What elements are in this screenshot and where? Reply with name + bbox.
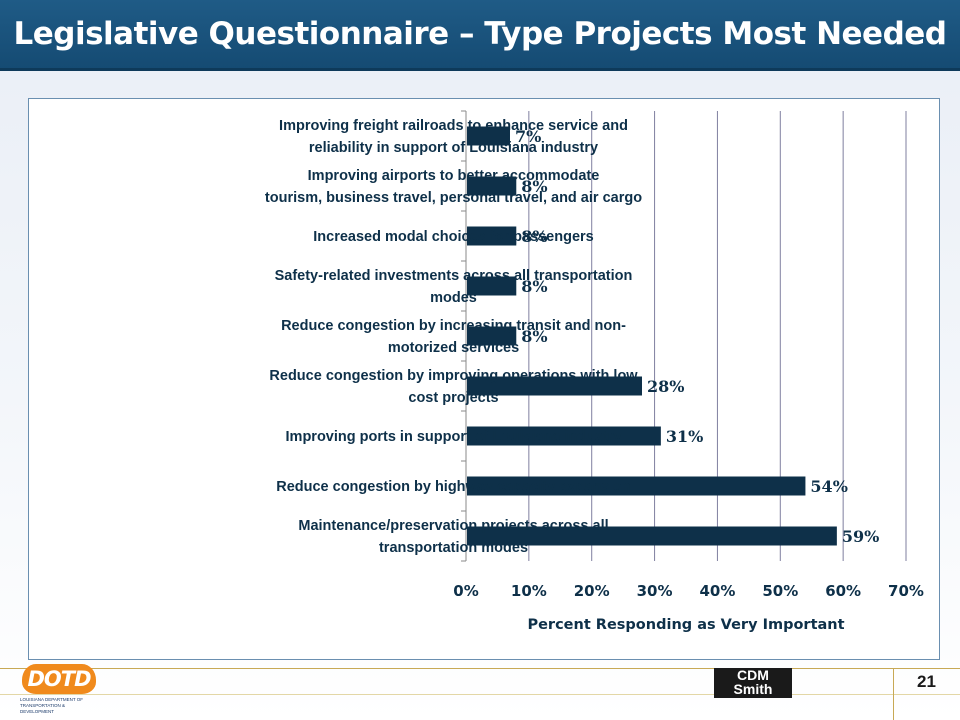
chart-container: 0% 10% 20% 30% 40% 50% 60% 70% 7% Improving freig…	[28, 98, 940, 660]
data-label: 59%	[842, 527, 879, 546]
category-label: Reduce congestion by highway capacity ex…	[276, 479, 631, 495]
dotd-logo-mark	[22, 664, 96, 694]
x-tick-label: 20%	[574, 582, 610, 600]
data-label: 8%	[521, 327, 547, 346]
category-label: Improving freight railroads to enhance s…	[279, 118, 628, 134]
footer-divider	[0, 668, 960, 669]
data-label: 28%	[647, 377, 684, 396]
cdm-logo-line2: Smith	[733, 681, 773, 697]
x-axis-title: Percent Responding as Very Important	[527, 617, 844, 633]
data-label: 31%	[666, 427, 703, 446]
bar	[467, 276, 517, 296]
bar	[467, 176, 517, 196]
category-label: Reduce congestion by improving operation…	[269, 368, 638, 384]
category-label: Maintenance/preservation projects across…	[298, 518, 608, 534]
data-label: 7%	[515, 127, 541, 146]
category-label: transportation modes	[379, 540, 528, 556]
bar-chart: 0% 10% 20% 30% 40% 50% 60% 70% 7%Improving freig…	[265, 110, 924, 633]
dotd-logo-subtext: Louisiana Department of Transportation &…	[20, 697, 84, 714]
category-label: cost projects	[408, 390, 498, 406]
cdm-logo-line1: CDM	[737, 667, 769, 683]
bar	[467, 476, 806, 496]
x-tick-label: 40%	[699, 582, 735, 600]
dotd-logo-text: DOTD	[27, 667, 91, 691]
cdm-smith-logo: CDM Smith	[714, 668, 792, 698]
bar	[467, 376, 642, 396]
slide-title: Legislative Questionnaire – Type Project…	[13, 16, 947, 52]
bar	[467, 426, 661, 446]
data-label: 8%	[521, 177, 547, 196]
bar	[467, 226, 517, 246]
category-label: Increased modal choices for passengers	[313, 229, 593, 245]
x-tick-label: 60%	[825, 582, 861, 600]
category-label: reliability in support of Louisiana indu…	[309, 140, 598, 156]
x-tick-label: 50%	[762, 582, 798, 600]
data-label: 8%	[521, 277, 547, 296]
category-label: Reduce congestion by increasing transit …	[281, 318, 626, 334]
footer-vertical-divider	[893, 668, 894, 720]
category-label: tourism, business travel, personal trave…	[265, 190, 642, 206]
category-label: Improving airports to better accommodate	[308, 168, 600, 184]
bar	[467, 526, 837, 546]
x-tick-label: 30%	[637, 582, 673, 600]
page-number: 21	[917, 672, 936, 691]
bar	[467, 126, 510, 146]
x-tick-label: 0%	[453, 582, 478, 600]
data-label: 8%	[521, 227, 547, 246]
dotd-logo: DOTD Louisiana Department of Transportat…	[18, 664, 98, 718]
footer-divider-secondary	[0, 694, 960, 695]
category-label: Safety-related investments across all tr…	[275, 268, 633, 284]
category-label: modes	[430, 290, 477, 306]
x-tick-label: 70%	[888, 582, 924, 600]
title-bar	[0, 0, 960, 71]
category-label: Improving ports in support of Louisiana …	[286, 429, 622, 445]
bar	[467, 326, 517, 346]
x-tick-label: 10%	[511, 582, 547, 600]
category-label: motorized services	[388, 340, 519, 356]
data-label: 54%	[810, 477, 847, 496]
